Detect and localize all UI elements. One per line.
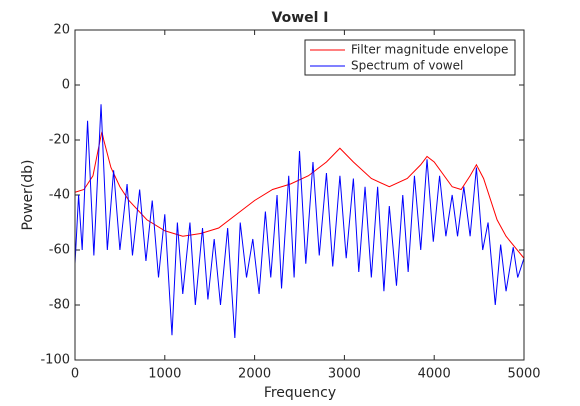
- legend-box: [304, 39, 516, 76]
- x-tick-label: 0: [71, 367, 79, 382]
- x-tick-label: 3000: [328, 367, 361, 382]
- y-tick-label: -20: [49, 133, 70, 148]
- y-tick-label: 20: [53, 23, 70, 38]
- line-series: [74, 131, 525, 259]
- line-series: [74, 104, 525, 339]
- chart-title: Vowel I: [272, 10, 329, 26]
- y-tick-label: -60: [49, 243, 70, 258]
- x-axis-label: Frequency: [264, 385, 336, 401]
- y-tick-label: -40: [49, 188, 70, 203]
- y-tick-label: -100: [40, 353, 70, 368]
- y-tick-label: 0: [62, 78, 70, 93]
- x-tick-label: 1000: [148, 367, 181, 382]
- y-axis-label: Power(db): [20, 159, 36, 230]
- x-tick-label: 5000: [507, 367, 540, 382]
- y-tick-label: -80: [49, 298, 70, 313]
- plot-area: [75, 30, 524, 360]
- axes-box: [74, 29, 525, 361]
- x-tick-label: 2000: [238, 367, 271, 382]
- x-tick-label: 4000: [418, 367, 451, 382]
- legend-label: Filter magnitude envelope: [351, 43, 508, 57]
- legend-label: Spectrum of vowel: [351, 59, 463, 73]
